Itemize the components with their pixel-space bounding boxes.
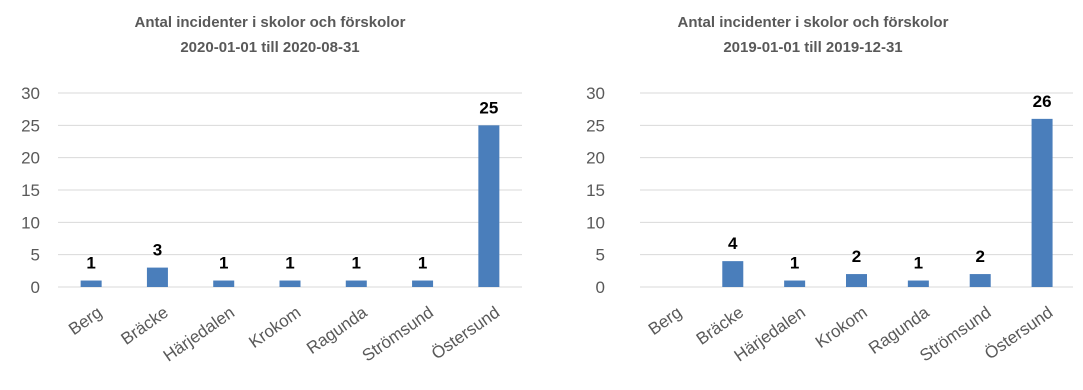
data-label: 25 <box>479 98 498 117</box>
chart-subtitle-line: 2019-01-01 till 2019-12-31 <box>723 39 903 56</box>
y-tick-label: 15 <box>21 181 40 200</box>
data-label: 4 <box>728 234 738 253</box>
y-tick-label: 0 <box>31 278 40 297</box>
y-tick-label: 10 <box>586 213 605 232</box>
data-label: 1 <box>219 254 228 273</box>
y-tick-label: 20 <box>586 149 605 168</box>
x-category-label: Krokom <box>812 303 871 352</box>
bar <box>146 267 168 287</box>
x-category-label: Östersund <box>981 303 1056 364</box>
x-category-label: Strömsund <box>359 303 437 366</box>
y-tick-label: 25 <box>586 116 605 135</box>
bar <box>969 274 991 287</box>
y-tick-label: 30 <box>586 84 605 103</box>
data-label: 3 <box>153 241 162 260</box>
bar <box>784 280 806 287</box>
bar <box>213 280 235 287</box>
x-category-label: Bräcke <box>693 303 747 349</box>
chart-plot-area: 051015202530Berg4Bräcke1Härjedalen2Kroko… <box>586 84 1073 365</box>
y-tick-label: 10 <box>21 213 40 232</box>
chart-title: Antal incidenter i skolor och förskolor … <box>543 10 1083 60</box>
bar <box>1031 118 1053 287</box>
data-label: 1 <box>352 254 361 273</box>
data-label: 1 <box>285 254 294 273</box>
y-tick-label: 25 <box>21 116 40 135</box>
x-category-label: Bräcke <box>117 303 171 349</box>
chart-2019: Antal incidenter i skolor och förskolor … <box>543 0 1083 390</box>
bar <box>907 280 929 287</box>
data-label: 26 <box>1033 92 1052 111</box>
data-label: 2 <box>975 247 984 266</box>
y-tick-label: 15 <box>586 181 605 200</box>
bar <box>846 274 867 287</box>
chart-2020: Antal incidenter i skolor och förskolor … <box>0 0 540 390</box>
chart-subtitle-line: 2020-01-01 till 2020-08-31 <box>180 39 360 56</box>
data-label: 1 <box>790 254 799 273</box>
data-label: 1 <box>914 254 923 273</box>
x-category-label: Berg <box>645 303 685 339</box>
bar <box>412 280 434 287</box>
bar <box>80 280 102 287</box>
data-label: 1 <box>86 254 95 273</box>
chart-plot-area: 0 5 10 15 20 25 30 1 Berg 3 Bräcke 1 Härjedalen 1 Krok… <box>21 84 522 366</box>
chart-title: Antal incidenter i skolor och förskolor … <box>0 10 540 60</box>
bar <box>279 280 301 287</box>
x-category-label: Berg <box>65 303 105 339</box>
data-label: 1 <box>418 254 427 273</box>
bar <box>345 280 367 287</box>
x-category-label: Krokom <box>245 303 304 352</box>
bar <box>478 125 500 287</box>
y-tick-label: 30 <box>21 84 40 103</box>
data-label: 2 <box>852 247 861 266</box>
y-tick-label: 0 <box>596 278 605 297</box>
bar <box>722 261 744 287</box>
x-category-label: Härjedalen <box>160 303 238 366</box>
x-category-label: Östersund <box>428 303 503 364</box>
y-tick-label: 5 <box>31 246 40 265</box>
chart-title-line: Antal incidenter i skolor och förskolor <box>677 14 949 31</box>
chart-title-line: Antal incidenter i skolor och förskolor <box>134 14 406 31</box>
y-tick-label: 20 <box>21 149 40 168</box>
y-tick-label: 5 <box>596 246 605 265</box>
